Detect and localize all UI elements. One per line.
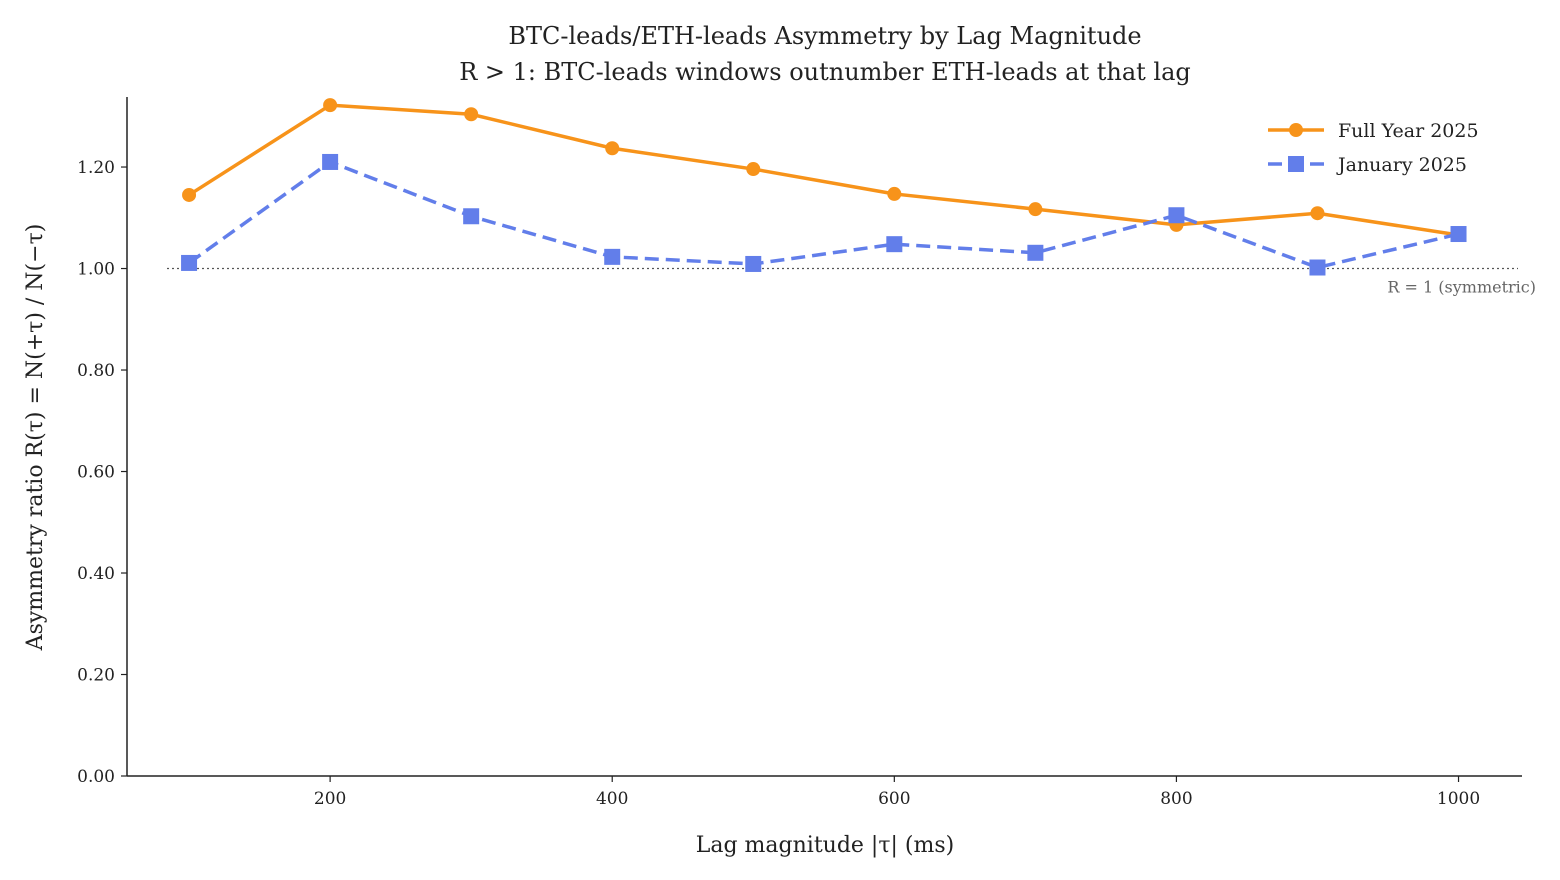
data-point bbox=[322, 153, 339, 170]
data-point bbox=[181, 254, 198, 271]
data-point bbox=[182, 187, 197, 202]
data-point bbox=[887, 186, 902, 201]
y-tick-label: 0.20 bbox=[77, 666, 115, 686]
data-point bbox=[604, 248, 621, 265]
data-point bbox=[746, 162, 761, 177]
y-axis-label: Asymmetry ratio R(τ) = N(+τ) / N(−τ) bbox=[23, 224, 48, 652]
legend-label: January 2025 bbox=[1336, 154, 1467, 176]
legend-marker bbox=[1289, 123, 1303, 137]
reference-line-label: R = 1 (symmetric) bbox=[1387, 278, 1536, 297]
x-tick-label: 200 bbox=[314, 789, 346, 809]
data-point bbox=[1028, 202, 1043, 217]
chart-subtitle: R > 1: BTC-leads windows outnumber ETH-l… bbox=[459, 58, 1191, 86]
data-point bbox=[1309, 259, 1326, 276]
x-tick-label: 1000 bbox=[1437, 789, 1480, 809]
legend-marker bbox=[1288, 156, 1304, 172]
series-line-0 bbox=[188, 103, 1459, 237]
x-tick-label: 600 bbox=[878, 789, 910, 809]
data-point bbox=[1168, 207, 1185, 224]
y-tick-label: 0.60 bbox=[77, 463, 115, 483]
y-tick-label: 1.00 bbox=[77, 260, 115, 280]
data-point bbox=[1310, 206, 1325, 221]
y-tick-label: 0.40 bbox=[77, 564, 115, 584]
chart-title: BTC-leads/ETH-leads Asymmetry by Lag Mag… bbox=[508, 22, 1141, 50]
x-tick-label: 800 bbox=[1160, 789, 1192, 809]
data-point bbox=[745, 255, 762, 272]
data-point bbox=[323, 98, 338, 113]
plot-area: 200 400 600 800 1000 0.00 0.20 0.40 0.60 0.80 1.00… bbox=[77, 97, 1536, 809]
data-point bbox=[1027, 244, 1044, 261]
y-tick-label: 0.80 bbox=[77, 361, 115, 381]
y-tick-label: 0.00 bbox=[77, 767, 115, 787]
x-axis-label: Lag magnitude |τ| (ms) bbox=[696, 833, 954, 858]
data-point bbox=[886, 236, 903, 253]
data-point bbox=[463, 208, 480, 225]
data-point bbox=[464, 107, 479, 122]
legend-label: Full Year 2025 bbox=[1338, 120, 1479, 142]
data-point bbox=[605, 141, 620, 156]
x-tick-label: 400 bbox=[596, 789, 628, 809]
series-line-1 bbox=[188, 159, 1459, 270]
y-tick-label: 1.20 bbox=[77, 158, 115, 178]
data-point bbox=[1450, 226, 1467, 243]
